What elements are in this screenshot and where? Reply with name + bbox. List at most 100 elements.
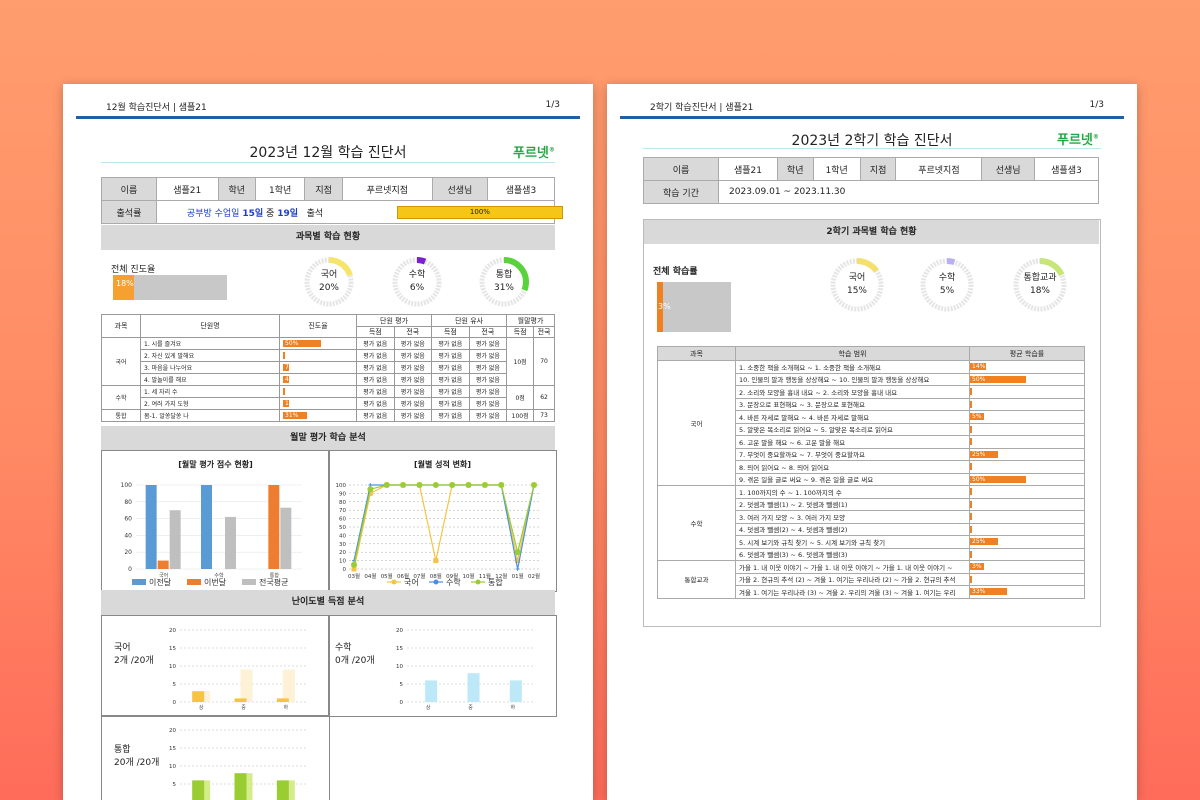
average-rate-bar	[970, 500, 972, 508]
x-tick-label: 02월	[528, 572, 540, 580]
page-header: 2학기 학습진단서 | 샘플21 1/3	[620, 96, 1124, 116]
average-rate-cell: 14%	[969, 360, 1085, 374]
table-row: 국어 1. 소중한 책을 소개해요 ~ 1. 소중한 책을 소개해요 14%	[657, 360, 1085, 486]
point-통합	[514, 549, 521, 556]
y-tick-label: 20	[339, 550, 346, 556]
difficulty-subject-integrated: 통합 20개 /20개	[114, 745, 160, 768]
branch-label: 지점	[859, 157, 897, 181]
teacher-label: 선생님	[431, 177, 488, 201]
table-row: 10. 인물의 말과 행동을 상상해요 ~ 10. 인물의 말과 행동을 상상해…	[658, 372, 1085, 386]
average-rate-cell	[969, 510, 1085, 524]
average-rate-bar	[970, 513, 972, 521]
header-divider	[620, 116, 1124, 119]
difficulty-chart-korean: 0 5 10 15 20 상 중 하	[169, 628, 307, 711]
table-row: 4. 덧셈과 뺄셈(2) ~ 4. 덧셈과 뺄셈(2)	[658, 522, 1085, 536]
difficulty-section-title: 난이도별 득점 분석	[101, 590, 555, 615]
range-cell: 3. 여러 가지 모양 ~ 3. 여러 가지 모양	[735, 510, 970, 524]
x-tick-label: 통합	[270, 572, 280, 579]
bar-correct-상	[192, 691, 205, 702]
average-rate-bar	[970, 425, 972, 433]
monthly-report-page: 12월 학습진단서 | 샘플21 1/3 2023년 12월 학습 진단서 푸르…	[63, 84, 593, 800]
col-score: 득점	[431, 326, 470, 338]
col-unit-similar: 단원 유사	[431, 314, 508, 327]
donut-arc	[920, 258, 974, 312]
monthly-section-title: 월말 평가 학습 분석	[101, 426, 555, 450]
donut-label: 통합교과 18%	[1012, 272, 1068, 298]
y-tick-label: 20	[169, 628, 176, 634]
x-tick-label: 상	[199, 704, 204, 711]
point-국어	[433, 558, 439, 564]
range-cell: 9. 겪은 일을 글로 써요 ~ 9. 겪은 일을 글로 써요	[735, 472, 970, 486]
table-row: 3. 문장으로 표현해요 ~ 3. 문장으로 표현해요	[658, 397, 1085, 411]
no-eval-cell: 평가 없음	[356, 337, 395, 350]
attendance-rate: 100%	[469, 208, 490, 216]
no-eval-cell: 평가 없음	[431, 385, 470, 398]
range-cell: 4. 덧셈과 뺄셈(2) ~ 4. 덧셈과 뺄셈(2)	[735, 522, 970, 536]
difficulty-panel-korean: 국어 2개 /20개 0 5 10 15 20 상 중 하	[101, 615, 330, 717]
point-통합	[351, 561, 357, 568]
range-cell: 6. 덧셈과 뺄셈(3) ~ 6. 덧셈과 뺄셈(3)	[735, 547, 970, 561]
donut-label: 통합 31%	[478, 269, 530, 295]
x-tick-label: 수학	[214, 572, 224, 579]
semester-status-frame	[643, 219, 1101, 627]
y-tick-label: 60	[124, 516, 132, 523]
attendance-mid: 중	[266, 208, 275, 219]
no-eval-cell: 평가 없음	[356, 361, 395, 374]
unit-name: 3. 마음을 나누어요	[140, 361, 280, 374]
donut-subject: 통합교과	[1023, 273, 1057, 283]
no-eval-cell: 평가 없음	[393, 337, 433, 350]
average-rate-bar: 50%	[970, 375, 1026, 383]
bar-correct-하	[276, 698, 289, 702]
page-header: 12월 학습진단서 | 샘플21 1/3	[76, 96, 580, 116]
donut-value: 5%	[939, 286, 955, 296]
point-통합	[432, 482, 439, 488]
table-row: 통합 봄-1. 알쏭달쏭 나 31% 평가 없음 평가 없음 평가 없음 평가 없음 100점…	[101, 409, 555, 422]
no-eval-cell: 평가 없음	[431, 373, 470, 386]
point-통합	[498, 482, 505, 488]
grade-label: 학년	[217, 177, 256, 201]
donut-chart	[1013, 258, 1067, 312]
legend-label: 이번달	[204, 577, 227, 587]
point-통합	[465, 482, 472, 488]
bar-통합-전국평균	[280, 507, 292, 569]
subject-cell: 국어	[101, 337, 141, 386]
donut-arc	[479, 257, 529, 307]
range-cell: 1. 소중한 책을 소개해요 ~ 1. 소중한 책을 소개해요	[735, 360, 970, 374]
table-row: 통합교과 가을 1. 내 이웃 이야기 ~ 가을 1. 내 이웃 이야기 ~ 가을…	[657, 560, 1085, 599]
bar-수학-이전달	[201, 485, 212, 569]
no-eval-cell: 평가 없음	[356, 397, 395, 410]
average-rate-cell	[969, 485, 1085, 499]
donut-value: 6%	[409, 283, 425, 293]
unit-progress-bar: 7%	[283, 364, 295, 371]
range-cell: 2. 소리와 모양을 흉내 내요 ~ 2. 소리와 모양을 흉내 내요	[735, 385, 970, 399]
x-tick-label: 하	[284, 704, 289, 711]
legend-swatch	[132, 579, 146, 585]
legend-label: 전국평균	[259, 577, 288, 587]
bar-total-하	[282, 669, 295, 702]
legend-marker	[391, 579, 397, 585]
donut-2: 통합 31%	[478, 256, 530, 308]
point-통합	[481, 482, 488, 488]
legend-swatch	[242, 579, 256, 585]
point-국어	[351, 566, 357, 572]
no-eval-cell: 평가 없음	[468, 397, 508, 410]
y-tick-label: 20	[396, 628, 403, 634]
range-cell: 가을 1. 내 이웃 이야기 ~ 가을 1. 내 이웃 이야기 ~ 가을 1. …	[735, 560, 970, 574]
col-unit-eval: 단원 평가	[355, 314, 433, 327]
bar-total-중	[467, 673, 480, 702]
donut-chart	[920, 258, 974, 312]
page-number: 1/3	[1089, 100, 1104, 110]
average-rate-bar	[970, 388, 972, 396]
point-통합	[531, 482, 537, 488]
table-row: 5. 시계 보기와 규칙 찾기 ~ 5. 시계 보기와 규칙 찾기 25%	[658, 535, 1085, 549]
x-tick-label: 상	[426, 704, 431, 711]
y-tick-label: 15	[169, 746, 176, 752]
average-rate-cell: 33%	[969, 585, 1085, 599]
no-eval-cell: 평가 없음	[393, 385, 433, 398]
donut-arc	[1013, 258, 1067, 312]
point-통합	[367, 486, 374, 493]
y-tick-label: 30	[339, 542, 346, 548]
donut-value: 15%	[846, 286, 867, 296]
name-value: 샘플21	[155, 177, 219, 201]
average-rate-bar: 50%	[970, 475, 1026, 483]
